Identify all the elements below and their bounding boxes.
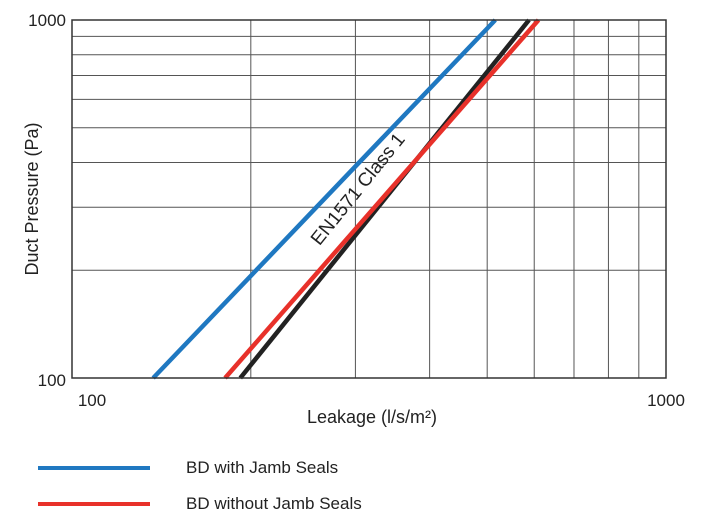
plot-frame (72, 20, 666, 378)
series-line-bd-without-jamb-seals (225, 20, 538, 378)
series-line-bd-with-jamb-seals (153, 20, 495, 378)
legend-item-with-jamb-seals: BD with Jamb Seals (38, 450, 362, 486)
x-tick-label: 100 (78, 391, 106, 410)
x-axis-label: Leakage (l/s/m²) (307, 407, 437, 427)
tick-labels: 100 1000 100 1000 (28, 11, 685, 410)
y-tick-label: 100 (38, 371, 66, 390)
y-tick-label: 1000 (28, 11, 66, 30)
x-tick-label: 1000 (647, 391, 685, 410)
legend-swatch-blue (38, 466, 150, 470)
grid-lines (72, 20, 666, 378)
legend-label: BD with Jamb Seals (186, 458, 338, 478)
legend-item-without-jamb-seals: BD without Jamb Seals (38, 486, 362, 522)
legend-swatch-red (38, 502, 150, 506)
y-axis-label: Duct Pressure (Pa) (22, 122, 42, 275)
legend-label: BD without Jamb Seals (186, 494, 362, 514)
legend: BD with Jamb Seals BD without Jamb Seals (38, 450, 362, 522)
